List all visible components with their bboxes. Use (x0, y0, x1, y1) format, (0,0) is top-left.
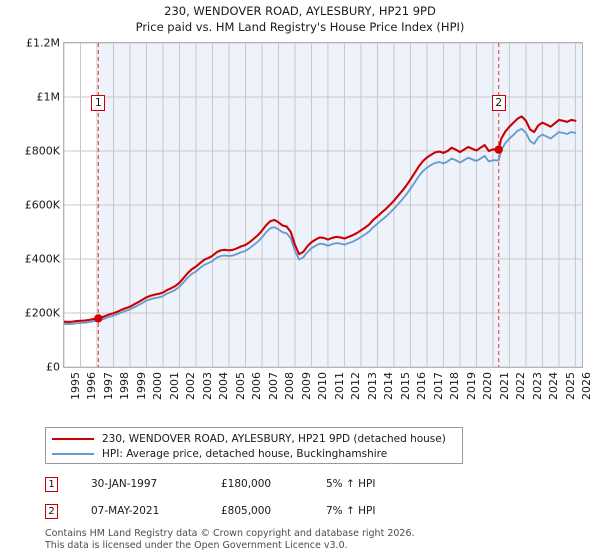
event-badge-2: 2 (45, 504, 58, 519)
x-axis-tick-label: 2002 (184, 372, 198, 400)
sale-event-row: 1 30-JAN-1997 £180,000 5% ↑ HPI (45, 476, 515, 494)
chart-title-block: 230, WENDOVER ROAD, AYLESBURY, HP21 9PD … (0, 3, 600, 35)
y-axis-tick-label: £600K (24, 198, 60, 212)
x-axis-tick-label: 1995 (69, 372, 82, 400)
y-axis-tick-label: £800K (24, 144, 60, 158)
legend-item-property: 230, WENDOVER ROAD, AYLESBURY, HP21 9PD … (52, 431, 446, 447)
chart-subtitle: Price paid vs. HM Land Registry's House … (135, 20, 465, 34)
x-axis-tick-label: 2022 (514, 372, 528, 400)
x-axis-tick-label: 2020 (481, 372, 495, 400)
x-axis-tick-label: 2024 (547, 372, 561, 400)
plot-svg (64, 43, 582, 367)
x-axis-tick-label: 1998 (118, 372, 132, 400)
x-axis-tick-label: 2004 (217, 372, 231, 400)
x-axis-tick-label: 2010 (316, 372, 330, 400)
x-axis-tick-label: 2011 (332, 372, 346, 400)
event-hpi-delta-1: 5% ↑ HPI (326, 478, 376, 490)
x-axis-tick-label: 2008 (283, 372, 297, 400)
y-axis-tick-label: £200K (24, 306, 60, 320)
y-axis-tick-label: £0 (46, 360, 60, 374)
sale-event-row: 2 07-MAY-2021 £805,000 7% ↑ HPI (45, 503, 515, 521)
legend-item-hpi: HPI: Average price, detached house, Buck… (52, 446, 387, 462)
x-axis-tick-label: 2016 (415, 372, 429, 400)
footer-line-1: Contains HM Land Registry data © Crown c… (45, 528, 415, 539)
x-axis-tick-label: 2013 (365, 372, 379, 400)
footer-line-2: This data is licensed under the Open Gov… (45, 539, 348, 551)
x-axis-tick-label: 1997 (101, 372, 115, 400)
plot-event-badge-1: 1 (91, 95, 106, 111)
x-axis-tick-label: 2000 (151, 372, 165, 400)
x-axis-tick-label: 2023 (530, 372, 544, 400)
x-axis-tick-label: 2006 (250, 372, 264, 400)
event-date-1: 30-JAN-1997 (91, 478, 158, 490)
x-axis-tick-label: 2003 (200, 372, 214, 400)
plot-event-badge-2: 2 (491, 95, 506, 111)
x-axis-tick-label: 1996 (85, 372, 99, 400)
event-price-2: £805,000 (221, 505, 272, 517)
y-axis-tick-label: £1.2M (26, 36, 60, 50)
y-axis-tick-label: £1M (36, 90, 61, 104)
legend-label-property: 230, WENDOVER ROAD, AYLESBURY, HP21 9PD … (102, 433, 446, 445)
legend: 230, WENDOVER ROAD, AYLESBURY, HP21 9PD … (45, 427, 463, 464)
x-axis-tick-label: 2015 (398, 372, 412, 400)
x-axis-tick-label: 2012 (349, 372, 363, 400)
legend-swatch-property (52, 438, 94, 440)
x-axis-tick-label: 2001 (167, 372, 181, 400)
event-hpi-delta-2: 7% ↑ HPI (326, 505, 376, 517)
y-axis-tick-label: £400K (24, 252, 60, 266)
legend-swatch-hpi (52, 453, 94, 455)
x-axis-tick-label: 2007 (266, 372, 280, 400)
x-axis-tick-label: 2019 (464, 372, 478, 400)
x-axis-tick-label: 2005 (233, 372, 247, 400)
event-date-2: 07-MAY-2021 (91, 505, 160, 517)
event-price-1: £180,000 (221, 478, 272, 490)
x-axis-tick-label: 2018 (448, 372, 462, 400)
legend-label-hpi: HPI: Average price, detached house, Buck… (102, 448, 388, 460)
x-axis-tick-label: 2009 (299, 372, 313, 400)
x-axis-tick-label: 2025 (563, 372, 577, 400)
x-axis-tick-label: 2017 (431, 372, 445, 400)
event-badge-1: 1 (45, 477, 58, 492)
page-title: 230, WENDOVER ROAD, AYLESBURY, HP21 9PD (164, 4, 436, 18)
x-axis-tick-label: 2014 (382, 372, 396, 400)
plot-area (63, 42, 583, 368)
x-axis-tick-label: 2026 (580, 372, 594, 400)
x-axis-tick-label: 1999 (134, 372, 148, 400)
attribution-footer: Contains HM Land Registry data © Crown c… (45, 528, 565, 551)
x-axis-tick-label: 2021 (497, 372, 511, 400)
